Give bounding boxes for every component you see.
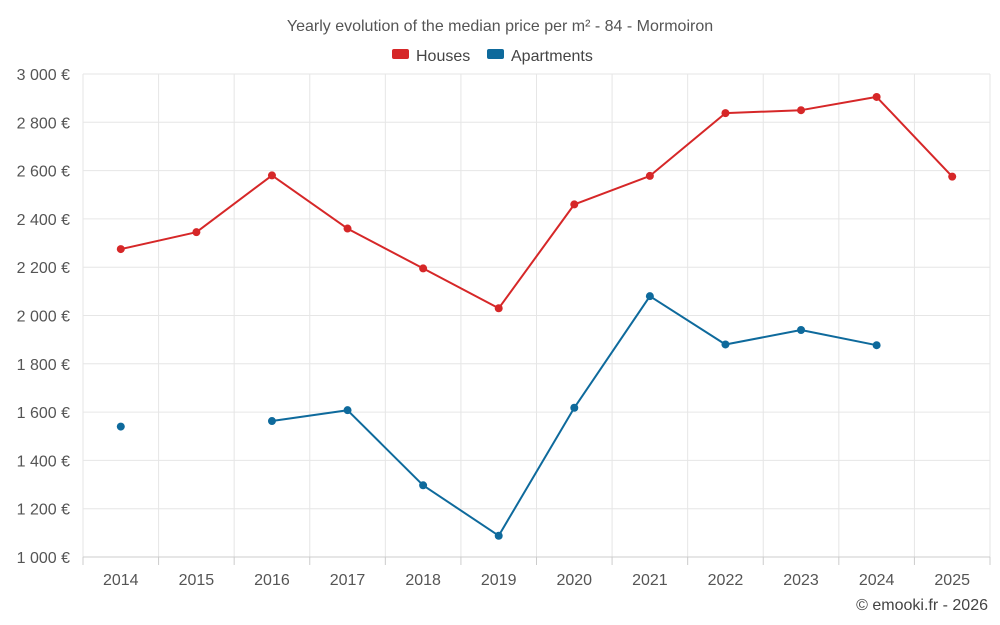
apartments-data-point bbox=[419, 481, 428, 490]
houses-data-point bbox=[570, 200, 579, 209]
y-tick-label: 2 800 € bbox=[17, 115, 70, 132]
y-tick-label: 2 600 € bbox=[17, 164, 70, 181]
houses-data-point bbox=[872, 92, 881, 101]
legend-swatch-apartments bbox=[487, 49, 504, 59]
x-tick-label: 2020 bbox=[556, 572, 592, 589]
houses-data-point bbox=[116, 245, 125, 254]
houses-series-line bbox=[120, 95, 953, 310]
y-tick-label: 2 400 € bbox=[17, 212, 70, 229]
apartments-data-point bbox=[570, 403, 579, 412]
legend-swatch-houses bbox=[392, 49, 409, 59]
y-tick-label: 1 200 € bbox=[17, 502, 70, 519]
x-tick-label: 2022 bbox=[708, 572, 744, 589]
x-tick-label: 2019 bbox=[481, 572, 517, 589]
apartments-data-point bbox=[872, 341, 881, 350]
y-tick-label: 1 600 € bbox=[17, 405, 70, 422]
houses-data-point bbox=[192, 228, 201, 237]
houses-data-point bbox=[267, 171, 276, 180]
x-tick-label: 2015 bbox=[179, 572, 215, 589]
apartments-data-point bbox=[721, 340, 730, 349]
y-tick-label: 2 000 € bbox=[17, 309, 70, 326]
x-tick-label: 2021 bbox=[632, 572, 668, 589]
x-tick-label: 2016 bbox=[254, 572, 290, 589]
grid bbox=[82, 73, 991, 558]
houses-data-point bbox=[494, 304, 503, 313]
houses-data-point bbox=[948, 172, 957, 181]
houses-data-point bbox=[419, 264, 428, 273]
x-tick-label: 2024 bbox=[859, 572, 895, 589]
credit-text: © emooki.fr - 2026 bbox=[856, 597, 988, 614]
apartments-data-point bbox=[343, 406, 352, 415]
apartments-data-point bbox=[494, 531, 503, 540]
apartments-data-point bbox=[116, 422, 125, 431]
x-tick-label: 2025 bbox=[934, 572, 970, 589]
series-layer bbox=[116, 92, 957, 540]
apartments-data-point bbox=[267, 417, 276, 426]
apartments-data-point bbox=[797, 325, 806, 334]
legend-label-houses: Houses bbox=[416, 48, 470, 65]
axes: 1 000 € 1 200 € 1 400 € 1 600 € 1 800 € 2 000… bbox=[17, 67, 991, 589]
houses-data-point bbox=[797, 106, 806, 115]
legend-label-apartments: Apartments bbox=[511, 48, 593, 65]
legend: Houses Apartments bbox=[392, 48, 593, 65]
y-tick-label: 2 200 € bbox=[17, 260, 70, 277]
houses-data-point bbox=[721, 109, 730, 118]
y-tick-label: 3 000 € bbox=[17, 67, 70, 84]
x-tick-label: 2014 bbox=[103, 572, 139, 589]
houses-data-point bbox=[645, 171, 654, 180]
y-tick-label: 1 800 € bbox=[17, 357, 70, 374]
x-tick-label: 2018 bbox=[405, 572, 441, 589]
y-tick-label: 1 400 € bbox=[17, 453, 70, 470]
x-tick-label: 2017 bbox=[330, 572, 366, 589]
chart-title: Yearly evolution of the median price per… bbox=[287, 18, 713, 35]
houses-data-point bbox=[343, 224, 352, 233]
y-tick-label: 1 000 € bbox=[17, 550, 70, 567]
apartments-series-line bbox=[271, 295, 877, 537]
apartments-data-point bbox=[645, 292, 654, 301]
x-tick-label: 2023 bbox=[783, 572, 819, 589]
